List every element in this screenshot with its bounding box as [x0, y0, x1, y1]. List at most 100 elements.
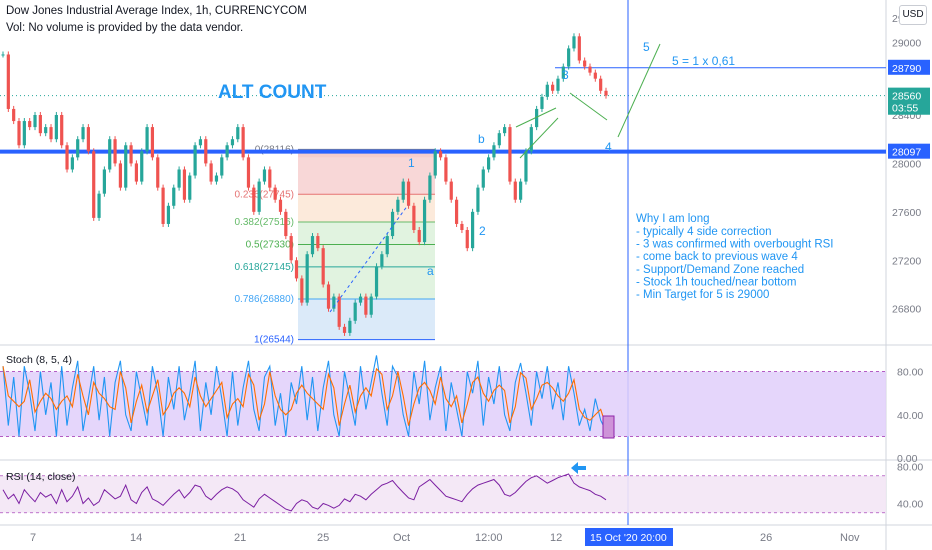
candle: [129, 145, 133, 164]
candle: [305, 254, 309, 303]
volume-note: Vol: No volume is provided by the data v…: [6, 22, 244, 34]
candle: [268, 169, 272, 188]
candle: [353, 302, 357, 321]
wave-label: 3: [562, 68, 569, 82]
wedge-line: [519, 117, 559, 159]
candle: [193, 145, 197, 176]
candle: [182, 169, 187, 200]
candle: [172, 187, 176, 206]
candle: [561, 66, 565, 79]
wave-label: 2: [479, 224, 486, 238]
fib-level-label: 0.5(27330): [246, 240, 294, 251]
rsi-line: [2, 473, 607, 512]
candle: [134, 163, 139, 182]
candle: [385, 236, 389, 255]
candle: [551, 84, 555, 91]
candle: [364, 296, 368, 315]
candle: [113, 139, 117, 164]
candle: [465, 230, 469, 249]
candle: [390, 211, 395, 237]
candle: [401, 181, 405, 200]
price-badge: [888, 87, 930, 103]
candle: [33, 115, 37, 128]
candle: [70, 157, 74, 170]
candle: [513, 181, 517, 200]
wave-label: 1: [408, 156, 415, 170]
candle: [220, 157, 224, 176]
candle: [300, 278, 304, 303]
stoch-tick: 0.00: [897, 453, 918, 465]
candle: [60, 115, 64, 146]
alt-count-label: ALT COUNT: [218, 82, 327, 103]
candle: [503, 127, 507, 134]
currency-button[interactable]: USD: [899, 5, 927, 25]
time-cursor-label: 15 Oct '20 20:00: [590, 532, 667, 544]
candle: [374, 266, 379, 297]
candle: [140, 151, 144, 182]
candle: [108, 139, 112, 170]
candle: [22, 121, 26, 146]
candle: [481, 169, 485, 188]
candle: [209, 163, 213, 182]
candle: [337, 296, 341, 327]
stoch-tick: 80.00: [897, 367, 923, 379]
candle: [422, 199, 427, 243]
candle: [1, 54, 5, 56]
wave-formula: 5 = 1 x 0,61: [672, 54, 735, 68]
candle: [358, 296, 363, 303]
candle: [369, 296, 373, 315]
stoch-k-line: [2, 355, 607, 437]
why-point: - Min Target for 5 is 29000: [636, 289, 769, 301]
candle: [118, 163, 122, 188]
candle: [438, 151, 443, 158]
candle: [348, 320, 352, 333]
candle: [54, 115, 58, 140]
time-tick: Nov: [840, 532, 860, 544]
price-badge: [888, 143, 930, 159]
fib-zone: [298, 266, 435, 299]
candle: [556, 78, 560, 91]
candle: [150, 127, 155, 158]
price-tick: 27200: [892, 255, 921, 267]
why-point: - come back to previous wave 4: [636, 251, 798, 263]
price-tick: 28000: [892, 158, 921, 170]
candle: [396, 199, 400, 212]
candle: [273, 187, 277, 200]
price-badge: [888, 99, 930, 115]
candle: [476, 187, 480, 212]
candle: [310, 236, 315, 255]
candle: [321, 248, 325, 285]
fib-level-label: 1(26544): [254, 335, 294, 346]
candle: [38, 115, 42, 134]
stoch-band: [0, 371, 886, 437]
candle: [241, 127, 245, 158]
fib-level-label: 0.618(27145): [235, 262, 295, 273]
stoch-tick: 40.00: [897, 410, 923, 422]
candle: [289, 236, 293, 261]
candle: [454, 199, 459, 224]
stoch-label: Stoch (8, 5, 4): [6, 354, 72, 366]
arrow-left-icon: [571, 462, 586, 474]
price-tick: 27600: [892, 207, 921, 219]
candle: [177, 169, 181, 188]
candle: [604, 90, 608, 96]
time-tick: 14: [130, 532, 142, 544]
candle: [332, 296, 336, 309]
time-cursor-badge: [585, 528, 673, 546]
rsi-band: [0, 475, 886, 513]
time-tick: 7: [30, 532, 36, 544]
price-tick: 29000: [892, 37, 921, 49]
wedge-line: [515, 107, 557, 128]
stoch-d-line: [2, 366, 607, 426]
wave-label: 4: [605, 140, 612, 154]
candle: [188, 175, 192, 200]
candle: [492, 145, 496, 158]
wave-label: a: [427, 264, 434, 278]
candle: [588, 66, 592, 73]
why-point: - typically 4 side correction: [636, 226, 772, 238]
candle: [28, 121, 32, 128]
candle: [519, 181, 523, 200]
wave-label: b: [478, 132, 485, 146]
candle: [252, 187, 256, 212]
